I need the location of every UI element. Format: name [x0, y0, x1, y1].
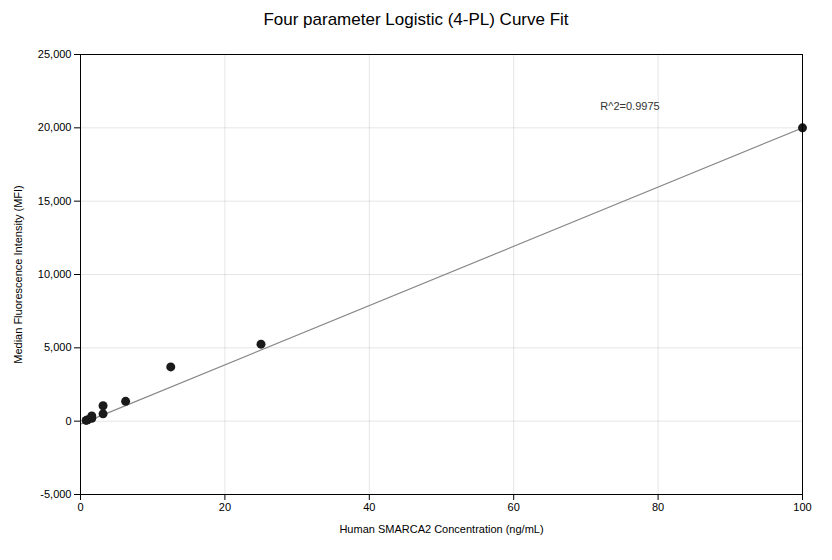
html-text:Four parameter Logistic (4-PL): Four parameter Logistic (4-PL) Curve Fit [263, 10, 569, 29]
svg-text:Median Fluorescence Intensity: Median Fluorescence Intensity (MFI) [12, 185, 24, 364]
svg-text:100: 100 [793, 501, 811, 513]
svg-text:25,000: 25,000 [38, 48, 72, 60]
svg-text:5,000: 5,000 [44, 341, 72, 353]
svg-text:R^2=0.9975: R^2=0.9975 [600, 100, 659, 112]
svg-text:0: 0 [77, 501, 83, 513]
svg-text:20,000: 20,000 [38, 121, 72, 133]
svg-text:20: 20 [219, 501, 231, 513]
svg-text:0: 0 [65, 415, 71, 427]
svg-text:80: 80 [652, 501, 664, 513]
svg-text:15,000: 15,000 [38, 195, 72, 207]
svg-text:40: 40 [363, 501, 375, 513]
svg-text:Human SMARCA2 Concentration (n: Human SMARCA2 Concentration (ng/mL) [339, 523, 543, 535]
svg-text:10,000: 10,000 [38, 268, 72, 280]
svg-text:-5,000: -5,000 [40, 488, 71, 500]
svg-text:60: 60 [508, 501, 520, 513]
